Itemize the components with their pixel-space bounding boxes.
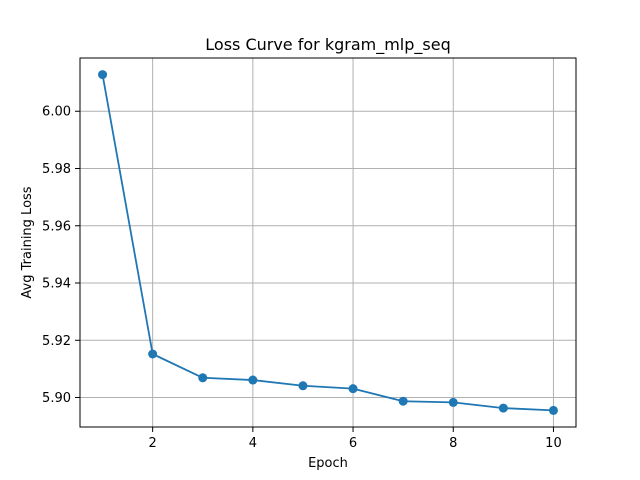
y-tick-label: 5.94	[42, 277, 71, 292]
data-point-marker	[398, 396, 408, 406]
x-tick-label: 4	[249, 436, 257, 451]
data-point-marker	[548, 405, 558, 415]
y-tick-label: 5.90	[42, 391, 71, 406]
y-tick-label: 5.98	[42, 162, 71, 177]
x-tick-label: 6	[349, 436, 357, 451]
x-tick-label: 2	[149, 436, 157, 451]
x-axis-label: Epoch	[308, 456, 348, 471]
data-point-marker	[198, 373, 208, 383]
data-point-marker	[298, 381, 308, 391]
series-line-layer	[101, 73, 555, 412]
series-marker-layer	[98, 70, 558, 415]
data-point-marker	[498, 403, 508, 413]
chart-title: Loss Curve for kgram_mlp_seq	[205, 35, 450, 55]
grid-layer	[80, 58, 576, 427]
data-point-marker	[148, 349, 158, 359]
y-tick-label: 5.92	[42, 334, 71, 349]
y-tick-label: 6.00	[42, 105, 71, 120]
data-point-marker	[448, 397, 458, 407]
data-point-marker	[98, 70, 108, 80]
x-tick-label: 10	[545, 436, 562, 451]
series-line	[101, 73, 555, 412]
y-tick-label: 5.96	[42, 219, 71, 234]
data-point-marker	[348, 384, 358, 394]
x-tick-label: 8	[449, 436, 457, 451]
plot-area-frame	[79, 57, 577, 428]
y-axis-label: Avg Training Loss	[20, 186, 35, 298]
data-point-marker	[248, 375, 258, 385]
tick-layer: 2 4 6 8 10 5.90 5.92 5.94 5.96 5.98 6.00	[42, 105, 562, 451]
